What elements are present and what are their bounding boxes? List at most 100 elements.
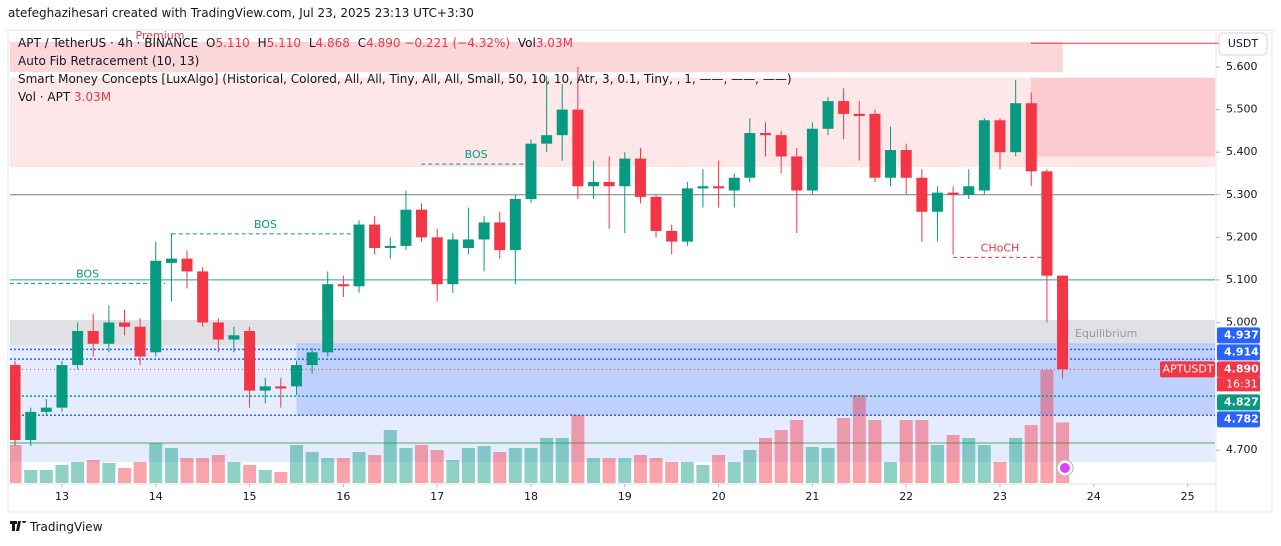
- volume-bar: [758, 438, 772, 483]
- zone: [296, 343, 1215, 416]
- level-badge-label: 4.782: [1224, 412, 1259, 425]
- candle-body: [119, 322, 131, 327]
- volume-bar: [86, 460, 100, 483]
- volume-bar: [696, 465, 710, 483]
- structure-label: BOS: [76, 267, 99, 280]
- candle-body: [806, 128, 818, 191]
- candle-body: [556, 109, 568, 136]
- ohlc-value: 4.890: [366, 36, 401, 50]
- candle-body: [603, 181, 615, 187]
- volume-bar: [336, 458, 350, 483]
- candle-body: [165, 258, 177, 263]
- volume-bar: [258, 470, 272, 483]
- volume-bar: [180, 458, 194, 483]
- volume-bar: [477, 446, 491, 483]
- candle-body: [462, 239, 474, 248]
- x-tick-label: 22: [899, 490, 913, 503]
- x-tick-label: 13: [55, 490, 69, 503]
- candle-body: [713, 186, 725, 189]
- zone: [10, 319, 1215, 346]
- volume-bar: [118, 468, 132, 483]
- x-tick-label: 24: [1087, 490, 1101, 503]
- volume-bar: [868, 420, 882, 483]
- volume-bar: [196, 458, 210, 483]
- ohlc-key: L: [308, 36, 316, 50]
- volume-bar: [508, 448, 522, 483]
- candle-body: [228, 335, 240, 340]
- volume-bar: [946, 435, 960, 483]
- candle-body: [947, 192, 959, 195]
- candle-body: [87, 331, 99, 344]
- candle-body: [337, 284, 349, 287]
- symbol: APT / TetherUS · 4h · BINANCE: [18, 36, 199, 50]
- candle-body: [634, 158, 646, 197]
- candle-body: [56, 365, 68, 408]
- candle-body: [885, 150, 897, 178]
- candle-body: [869, 113, 881, 178]
- volume-bar: [930, 445, 944, 483]
- alert-icon-dot: [1060, 463, 1070, 473]
- level-badge: [1217, 411, 1260, 428]
- candle-body: [400, 209, 412, 246]
- candle-body: [290, 365, 302, 387]
- level-badge: [1217, 394, 1260, 411]
- volume-bar: [289, 445, 303, 483]
- indicator: Smart Money Concepts [LuxAlgo] (Historic…: [18, 72, 792, 86]
- currency: USDT: [1228, 37, 1259, 50]
- volume-bar: [602, 458, 616, 483]
- ohlc-key: H: [257, 36, 267, 50]
- candle-body: [791, 156, 803, 191]
- candle-body: [744, 133, 756, 178]
- candle-body: [666, 230, 678, 242]
- x-tick-label: 16: [336, 490, 350, 503]
- candle-body: [963, 186, 975, 195]
- ohlc-value: 5.110: [266, 36, 302, 50]
- volume-bar: [977, 445, 991, 483]
- volume-bar: [633, 455, 647, 483]
- candle-body: [978, 120, 990, 191]
- volume-bar: [24, 470, 38, 483]
- currency-box: [1218, 32, 1268, 56]
- candle-body: [72, 331, 84, 366]
- x-tick-label: 21: [805, 490, 819, 503]
- level-badge: [1217, 327, 1260, 344]
- volume-bar: [680, 462, 694, 483]
- volume-bar: [587, 458, 601, 483]
- credit: atefeghazihesari created with TradingVie…: [8, 6, 474, 20]
- countdown-badge: [1217, 377, 1260, 392]
- x-tick-label: 17: [430, 490, 444, 503]
- y-tick-label: 5.300: [1226, 188, 1258, 201]
- volume-bar: [399, 448, 413, 483]
- candle-body: [900, 150, 912, 178]
- candle-body: [525, 143, 537, 200]
- candle-body: [150, 260, 162, 353]
- volume-indicator: Vol · APT 3.03M: [18, 88, 792, 106]
- x-tick-label: 25: [1181, 490, 1195, 503]
- volume-bar: [1024, 425, 1038, 483]
- volume-bar: [540, 438, 554, 483]
- candle-body: [728, 177, 740, 191]
- y-tick-label: 5.600: [1226, 60, 1258, 73]
- candle-body: [1025, 103, 1037, 172]
- candle-body: [931, 192, 943, 212]
- candle-body: [759, 133, 771, 136]
- candle-body: [10, 365, 21, 440]
- volume-bar: [805, 447, 819, 483]
- candle-body: [838, 101, 850, 114]
- ohlc-key: O: [206, 36, 216, 50]
- x-tick-label: 23: [993, 490, 1007, 503]
- volume-indicator-value: 3.03M: [74, 90, 112, 104]
- volume-bar: [618, 458, 632, 483]
- logo: [10, 521, 26, 531]
- zone-label: Premium: [136, 29, 185, 42]
- candle-body: [681, 188, 693, 242]
- candle-body: [384, 245, 396, 248]
- volume-bar: [430, 450, 444, 483]
- volume-bar: [649, 458, 663, 483]
- volume-bar: [243, 465, 257, 483]
- volume-bar: [227, 462, 241, 483]
- x-tick-label: 15: [243, 490, 257, 503]
- volume-bar: [321, 458, 335, 483]
- candle-body: [650, 196, 662, 231]
